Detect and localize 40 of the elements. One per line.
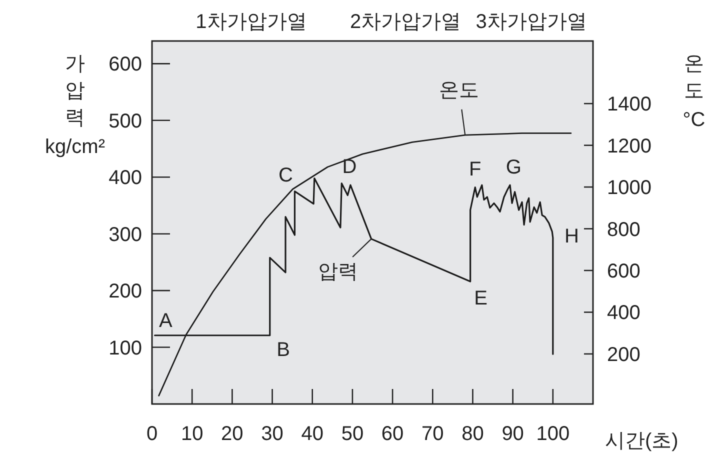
y-tick-label: 200 (108, 280, 142, 303)
text: 1차가압가열 (196, 11, 307, 33)
annotation: 온도 (439, 80, 479, 102)
annotation: A (159, 310, 174, 332)
annotation: C (278, 164, 293, 187)
y2-tick-label: 1400 (607, 94, 652, 116)
annotation: D (342, 156, 357, 178)
x-tick-label: 30 (261, 423, 284, 445)
x-tick-label: 90 (502, 423, 524, 445)
x-tick-label: 10 (180, 423, 204, 445)
x-tick-label: 50 (341, 423, 364, 445)
x-tick-label: 70 (422, 423, 444, 445)
y-axis-title: 가압력 kg/cm² (45, 53, 106, 158)
y-tick-label: 300 (108, 224, 142, 246)
annotation: B (276, 338, 290, 361)
x-tick-label: 40 (301, 423, 324, 445)
y2-tick-label: 1200 (607, 135, 652, 158)
x-tick-label: 60 (381, 423, 404, 445)
y2-tick-label: 600 (607, 260, 640, 282)
y-tick-label: 600 (108, 54, 142, 76)
annotation: G (506, 156, 522, 178)
x-tick-label: 80 (462, 423, 484, 445)
text: 3차가압가열 (476, 11, 587, 33)
annotation: E (474, 287, 488, 310)
y-tick-label: 400 (108, 167, 142, 190)
annotation: F (469, 158, 482, 180)
text: 2차가압가열 (350, 11, 462, 33)
y2-tick-label: 400 (607, 302, 640, 324)
y2-axis-title: 온도 °C (682, 53, 706, 131)
x-tick-label: 0 (146, 423, 158, 445)
y2-tick-label: 200 (607, 344, 640, 366)
y-tick-label: 100 (108, 337, 142, 360)
annotation: 압력 (318, 260, 358, 283)
annotation: H (564, 225, 579, 248)
x-tick-label: 20 (221, 423, 244, 445)
x-axis-title: 시간(초) (605, 430, 678, 452)
y2-tick-label: 1000 (607, 177, 652, 200)
y2-tick-label: 800 (607, 218, 640, 241)
x-tick-label: 100 (536, 423, 570, 445)
y-tick-label: 500 (108, 110, 142, 132)
